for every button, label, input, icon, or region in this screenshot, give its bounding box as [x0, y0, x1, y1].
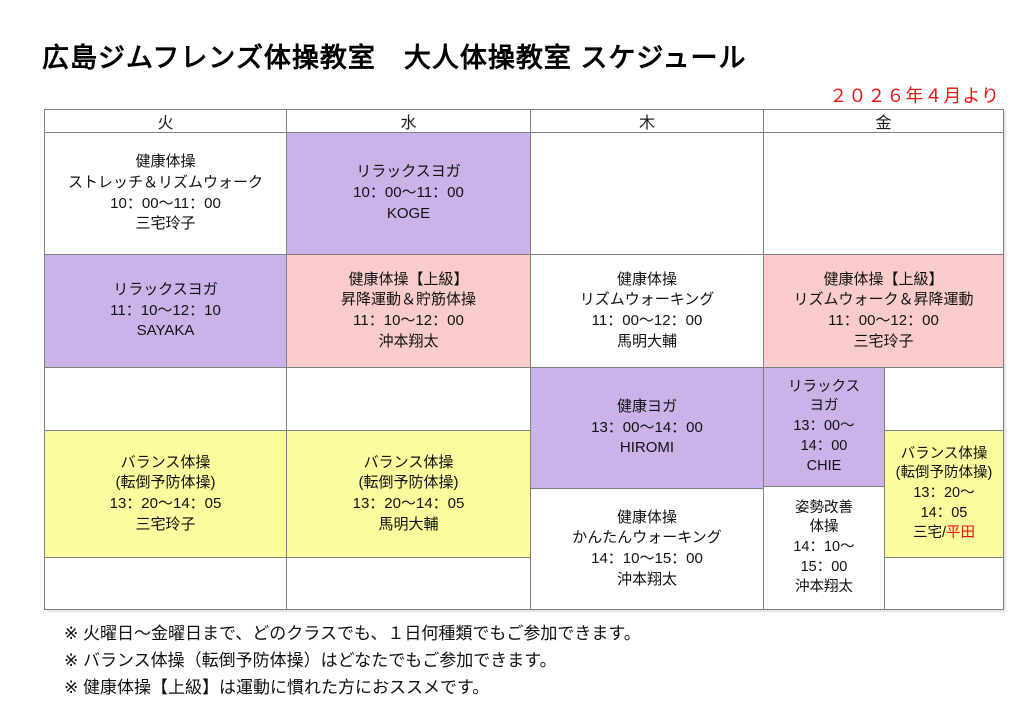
cell-fri-balance-lines: バランス体操 (転倒予防体操) 13：20～ 14：05 — [895, 445, 993, 521]
cell-wed-balance: バランス体操 (転倒予防体操) 13：20～14：05 馬明大輔 — [287, 431, 530, 558]
schedule-body: 健康体操 ストレッチ＆リズムウォーク 10：00～11：00 三宅玲子 リラックスヨガ… — [45, 133, 1003, 609]
header-friday: 金 — [875, 115, 892, 132]
column-friday: 健康体操【上級】 リズムウォーク＆昇降運動 11：00～12：00 三宅玲子 リラック… — [764, 133, 1003, 609]
friday-split-section: リラックス ヨガ 13：00～ 14：00 CHIE 姿勢改善 体操 14：10～ 15：00… — [764, 368, 1003, 609]
schedule-table: 火 水 木 金 健康体操 ストレッチ＆リズムウォーク 10：00～11：00 三宅玲子… — [44, 109, 1004, 610]
cell-empty — [45, 368, 286, 431]
friday-right-subcolumn: バランス体操 (転倒予防体操) 13：20～ 14：05 三宅/平田 — [885, 368, 1003, 609]
header-thursday: 木 — [531, 110, 764, 132]
cell-empty — [531, 133, 763, 255]
friday-left-subcolumn: リラックス ヨガ 13：00～ 14：00 CHIE 姿勢改善 体操 14：10～ 15：00… — [764, 368, 885, 609]
header-tuesday: 火 — [45, 110, 287, 132]
footnotes: ※ 火曜日～金曜日まで、どのクラスでも、１日何種類でもご参加できます。 ※ バラ… — [64, 620, 641, 701]
header-wednesday: 水 — [287, 110, 531, 132]
cell-fri-posture: 姿勢改善 体操 14：10～ 15：00 沖本翔太 — [793, 499, 855, 595]
cell-tue-relax-yoga: リラックスヨガ 11：10～12：10 SAYAKA — [45, 255, 286, 368]
note-balance: ※ バランス体操（転倒予防体操）はどなたでもご参加できます。 — [64, 651, 557, 670]
cell-tue-balance: バランス体操 (転倒予防体操) 13：20～14：05 三宅玲子 — [45, 431, 286, 558]
note-advanced: ※ 健康体操【上級】は運動に慣れた方におススメです。 — [64, 678, 490, 697]
cell-wed-relax-yoga: リラックスヨガ 10：00～11：00 KOGE — [287, 133, 530, 255]
column-wednesday: リラックスヨガ 10：00～11：00 KOGE 健康体操【上級】 昇降運動＆貯筋体操… — [287, 133, 531, 609]
cell-tue-health-stretch: 健康体操 ストレッチ＆リズムウォーク 10：00～11：00 三宅玲子 — [45, 133, 286, 255]
cell-empty — [45, 558, 286, 609]
cell-empty — [287, 558, 530, 609]
cell-empty — [885, 368, 1003, 431]
cell-empty — [885, 558, 1003, 609]
cell-thu-health-rhythm: 健康体操 リズムウォーキング 11：00～12：00 馬明大輔 — [531, 255, 763, 368]
weekday-header-row: 火 水 木 金 — [45, 110, 1003, 133]
cell-thu-health-walking: 健康体操 かんたんウォーキング 14：10～15：00 沖本翔太 — [572, 508, 722, 588]
page-title: 広島ジムフレンズ体操教室 大人体操教室 スケジュール — [42, 43, 747, 73]
cell-empty — [764, 133, 1003, 255]
cell-thu-health-yoga: 健康ヨガ 13：00～14：00 HIROMI — [531, 368, 763, 489]
cell-wed-health-advanced: 健康体操【上級】 昇降運動＆貯筋体操 11：10～12：00 沖本翔太 — [287, 255, 530, 368]
effective-date-label: ２０２６年４月より — [829, 86, 1000, 106]
note-participation: ※ 火曜日～金曜日まで、どのクラスでも、１日何種類でもご参加できます。 — [64, 624, 641, 643]
cell-fri-relax-yoga: リラックス ヨガ 13：00～ 14：00 CHIE — [764, 368, 884, 487]
instructor-red: 平田 — [946, 524, 976, 541]
cell-empty — [287, 368, 530, 431]
instructor-black: 三宅/ — [912, 524, 947, 541]
column-tuesday: 健康体操 ストレッチ＆リズムウォーク 10：00～11：00 三宅玲子 リラックスヨガ… — [45, 133, 287, 609]
cell-fri-balance-instructors: 三宅/平田 — [885, 524, 1003, 544]
column-thursday: 健康体操 リズムウォーキング 11：00～12：00 馬明大輔 健康ヨガ 13：00～1… — [531, 133, 764, 609]
cell-fri-health-advanced: 健康体操【上級】 リズムウォーク＆昇降運動 11：00～12：00 三宅玲子 — [764, 255, 1003, 368]
cell-fri-balance: バランス体操 (転倒予防体操) 13：20～ 14：05 三宅/平田 — [885, 431, 1003, 558]
